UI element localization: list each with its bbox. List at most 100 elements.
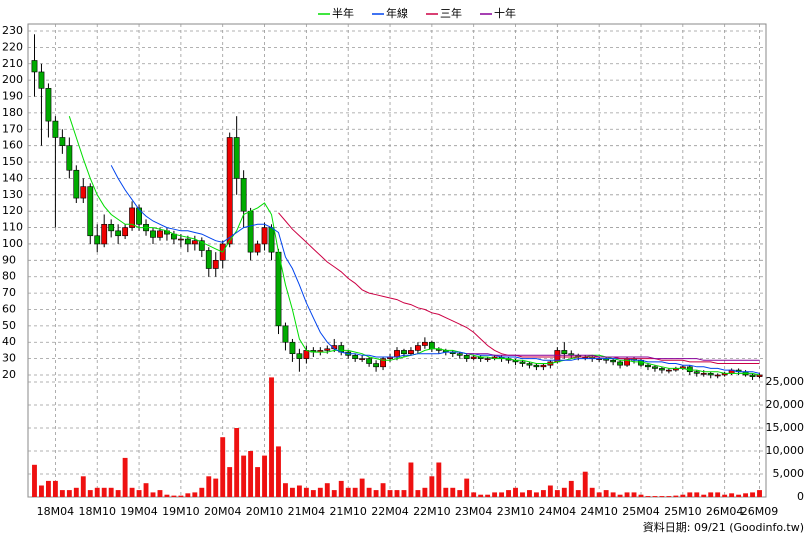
volume-bar [715,492,721,497]
volume-bar [638,494,644,497]
x-tick-label: 23M10 [497,505,535,518]
candle-body [665,369,672,372]
candle-body [115,230,122,237]
volume-bar [178,495,184,497]
y2-tick-label: 0 [797,490,804,503]
volume-bar [108,487,114,497]
volume-bar [533,492,539,497]
candle-body [352,355,359,359]
volume-bar [115,490,121,497]
y-tick-label: 150 [2,155,23,168]
volume-bar [457,490,463,497]
candle-body [282,325,289,343]
volume-bar [241,455,247,497]
volume-bar [680,494,686,497]
candle-body [658,368,665,371]
x-tick-label: 23M04 [455,505,493,518]
candle-body [519,361,526,364]
volume-bar [192,492,198,497]
volume-bar [464,478,470,497]
candle-body [66,145,73,171]
volume-bar [408,462,414,497]
candle-body [101,223,108,245]
ma-line [466,353,760,361]
candle-body [150,230,156,238]
volume-bar [227,467,233,497]
candle-body [652,366,658,369]
volume-bar [506,490,511,497]
candle-body [136,207,142,225]
candle-body [324,348,331,351]
legend-label: 三年 [440,6,462,20]
y-tick-label: 170 [2,122,23,135]
volume-bar [324,483,330,497]
x-tick-label: 18M04 [37,505,75,518]
volume-bar [345,487,351,497]
volume-bar [701,494,707,497]
candle-body [275,251,282,327]
volume-bar [575,490,581,497]
candle-body [87,186,94,237]
candle-body [212,260,219,269]
volume-bar [289,487,295,497]
volume-bar [694,492,700,497]
candle-body [303,350,310,359]
candle-body [617,361,624,366]
candle-body [373,363,380,368]
volume-bar [687,492,693,497]
y-tick-label: 110 [2,221,23,234]
volume-bar [32,464,37,497]
y-tick-label: 90 [2,253,16,266]
volume-bar [520,492,525,497]
candle-body [533,364,540,368]
volume-bar [652,496,658,497]
volume-bar [303,487,309,497]
volume-bar [380,483,386,497]
volume-bar [220,437,226,497]
volume-bar [561,487,567,497]
volume-bar [366,487,372,497]
volume-bar [589,487,595,497]
candle-body [108,223,115,232]
candle-body [94,235,101,245]
candle-body [31,60,38,73]
volume-bar [422,487,428,497]
volume-bar [631,492,637,497]
volume-bar [617,494,623,497]
y2-tick-label: 25,000 [766,375,805,388]
y2-tick-label: 15,000 [766,421,805,434]
y-tick-label: 20 [2,368,16,381]
volume-bar [143,483,149,497]
volume-bar [471,492,477,497]
y-tick-label: 120 [2,204,23,217]
candle-body [540,364,547,368]
candle-body [129,207,136,228]
y-tick-label: 140 [2,171,23,184]
volume-bar [352,487,358,497]
x-tick-label: 21M04 [288,505,326,518]
candle-body [261,227,268,245]
volume-bar [255,467,261,497]
candle-body [157,230,163,238]
volume-bar [596,492,602,497]
volume-bar [708,492,714,497]
volume-bar [66,490,72,497]
candle-body [233,137,240,179]
candle-body [191,240,198,245]
volume-bar [185,493,191,497]
x-tick-label: 19M04 [120,505,158,518]
volume-bar [568,480,574,497]
volume-bar [750,492,755,497]
candle-body [470,356,477,359]
candle-body [59,137,66,146]
candle-body [38,71,45,89]
volume-bar [485,494,491,497]
candle-body [700,373,707,375]
volume-bar [554,490,560,497]
volume-bar [415,490,421,497]
candle-body [380,358,386,368]
candle-body [408,350,414,355]
x-tick-label: 22M04 [371,505,409,518]
volume-bar [373,490,379,497]
